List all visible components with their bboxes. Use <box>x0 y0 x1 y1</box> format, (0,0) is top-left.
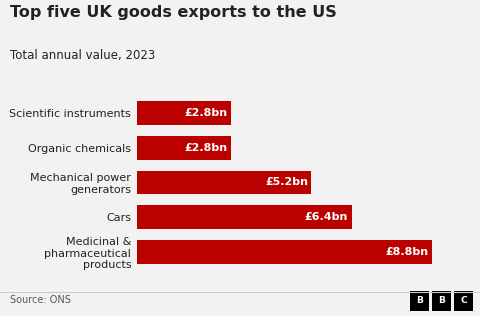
Text: C: C <box>460 296 467 306</box>
Text: Top five UK goods exports to the US: Top five UK goods exports to the US <box>10 5 336 20</box>
Text: £2.8bn: £2.8bn <box>184 108 228 118</box>
Text: B: B <box>416 296 423 306</box>
Bar <box>137 136 231 160</box>
Bar <box>137 171 311 194</box>
Text: Total annual value, 2023: Total annual value, 2023 <box>10 49 155 62</box>
Text: B: B <box>438 296 445 306</box>
Text: £5.2bn: £5.2bn <box>265 178 308 187</box>
Bar <box>137 101 231 125</box>
FancyBboxPatch shape <box>432 291 451 312</box>
Text: Source: ONS: Source: ONS <box>10 295 71 306</box>
Text: £6.4bn: £6.4bn <box>305 212 348 222</box>
FancyBboxPatch shape <box>455 291 473 312</box>
Bar <box>137 205 351 229</box>
Text: £8.8bn: £8.8bn <box>385 247 429 257</box>
Bar <box>137 240 432 264</box>
Text: £2.8bn: £2.8bn <box>184 143 228 153</box>
FancyBboxPatch shape <box>410 291 429 312</box>
